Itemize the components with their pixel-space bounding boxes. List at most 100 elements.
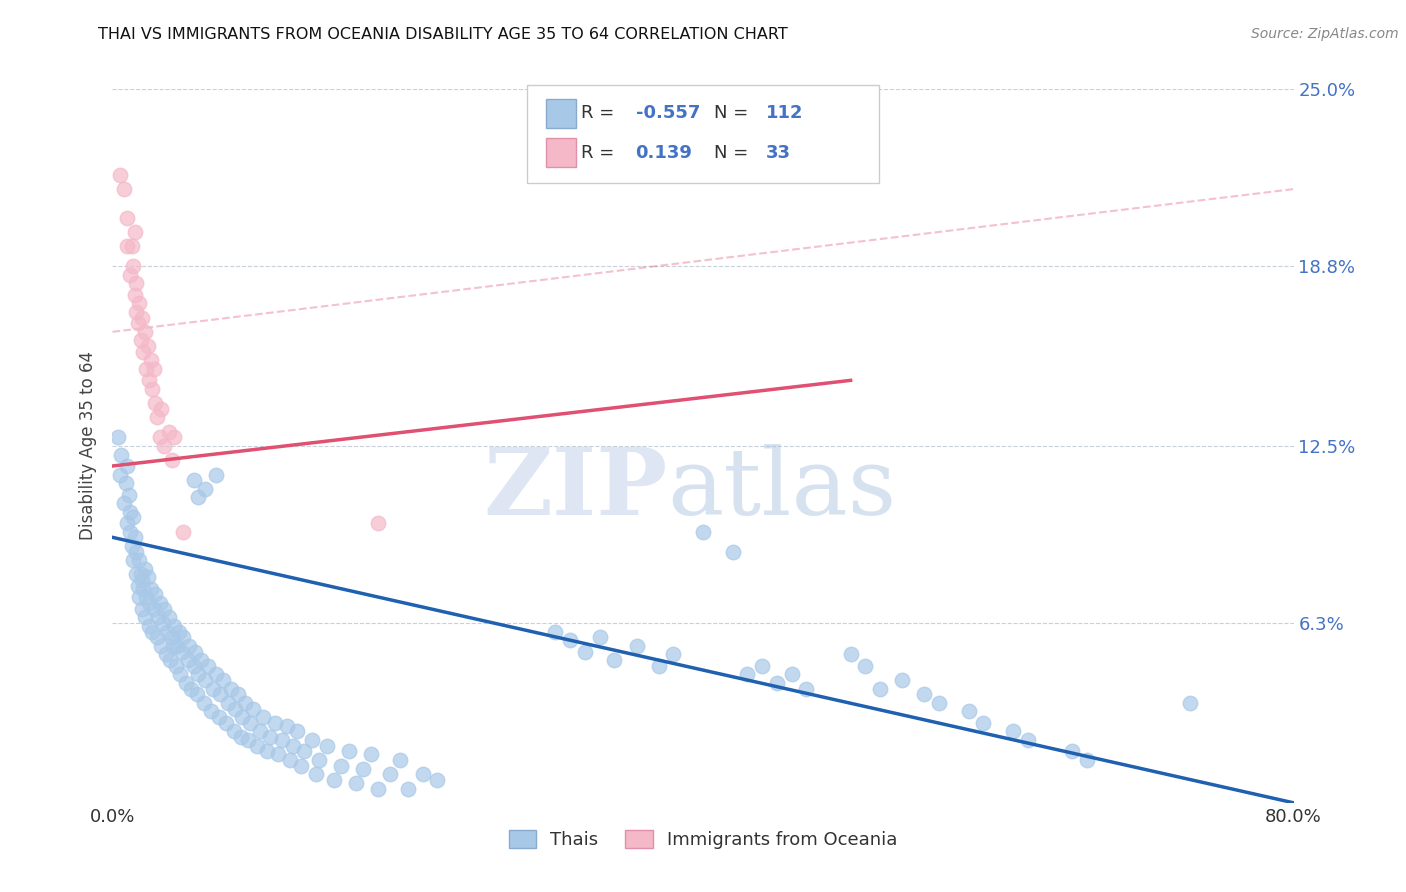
Point: [252, 710, 274, 724]
Point: [626, 639, 648, 653]
Point: [162, 639, 184, 653]
Point: [120, 524, 142, 539]
Point: [139, 353, 162, 368]
Legend: Thais, Immigrants from Oceania: Thais, Immigrants from Oceania: [499, 821, 907, 858]
Point: [128, 296, 150, 310]
Point: [1178, 696, 1201, 710]
Point: [122, 259, 145, 273]
Point: [141, 382, 163, 396]
Point: [208, 710, 231, 724]
Point: [780, 667, 803, 681]
Point: [183, 473, 205, 487]
Point: [127, 579, 149, 593]
Point: [135, 591, 157, 605]
Point: [378, 767, 401, 781]
Point: [278, 753, 301, 767]
Text: Source: ZipAtlas.com: Source: ZipAtlas.com: [1251, 27, 1399, 41]
Point: [141, 624, 163, 639]
Point: [301, 733, 323, 747]
Point: [134, 325, 156, 339]
Point: [129, 567, 152, 582]
Point: [914, 687, 936, 701]
Point: [110, 448, 132, 462]
Point: [169, 667, 191, 681]
Point: [721, 544, 744, 558]
Point: [352, 762, 374, 776]
Point: [166, 639, 188, 653]
Point: [190, 653, 212, 667]
Text: THAI VS IMMIGRANTS FROM OCEANIA DISABILITY AGE 35 TO 64 CORRELATION CHART: THAI VS IMMIGRANTS FROM OCEANIA DISABILI…: [98, 27, 789, 42]
Text: atlas: atlas: [668, 444, 897, 533]
Point: [138, 373, 160, 387]
Point: [108, 168, 131, 182]
Point: [128, 553, 150, 567]
Point: [692, 524, 714, 539]
Point: [132, 344, 155, 359]
Point: [389, 753, 412, 767]
Point: [219, 681, 242, 696]
Point: [426, 772, 449, 787]
Point: [1017, 733, 1039, 747]
Point: [170, 644, 193, 658]
Point: [125, 567, 148, 582]
Point: [276, 719, 298, 733]
Point: [292, 744, 315, 758]
Point: [259, 730, 281, 744]
Point: [122, 510, 145, 524]
Point: [156, 624, 179, 639]
Point: [337, 744, 360, 758]
Point: [323, 772, 346, 787]
Point: [224, 701, 246, 715]
Point: [179, 639, 201, 653]
Point: [574, 644, 596, 658]
Point: [124, 287, 146, 301]
Point: [121, 539, 143, 553]
Point: [1076, 753, 1098, 767]
Point: [1001, 724, 1024, 739]
Point: [131, 573, 153, 587]
Point: [152, 615, 174, 630]
Point: [205, 667, 228, 681]
Point: [142, 362, 165, 376]
Point: [205, 467, 228, 482]
Point: [647, 658, 671, 673]
Point: [839, 648, 862, 662]
Point: [167, 624, 190, 639]
Point: [869, 681, 891, 696]
Point: [108, 467, 131, 482]
Point: [146, 410, 169, 425]
Point: [396, 781, 419, 796]
Point: [233, 696, 256, 710]
Text: R =: R =: [581, 144, 620, 161]
Point: [209, 687, 232, 701]
Point: [136, 339, 159, 353]
Point: [135, 362, 157, 376]
Point: [367, 781, 389, 796]
Point: [290, 758, 312, 772]
Text: N =: N =: [714, 144, 754, 161]
Point: [160, 630, 183, 644]
Text: N =: N =: [714, 104, 754, 122]
Point: [215, 715, 238, 730]
Point: [174, 676, 197, 690]
Point: [187, 667, 209, 681]
Point: [117, 458, 138, 473]
Point: [239, 715, 262, 730]
Point: [157, 425, 180, 439]
Point: [264, 715, 287, 730]
Point: [118, 487, 141, 501]
Point: [891, 673, 914, 687]
Point: [212, 673, 235, 687]
Point: [117, 516, 138, 530]
Point: [112, 182, 135, 196]
Point: [163, 619, 186, 633]
Text: 33: 33: [766, 144, 792, 161]
Point: [121, 239, 143, 253]
Point: [139, 582, 162, 596]
Point: [120, 505, 142, 519]
Text: -0.557: -0.557: [636, 104, 700, 122]
Point: [315, 739, 337, 753]
Point: [281, 739, 304, 753]
Point: [163, 430, 186, 444]
Point: [226, 687, 249, 701]
